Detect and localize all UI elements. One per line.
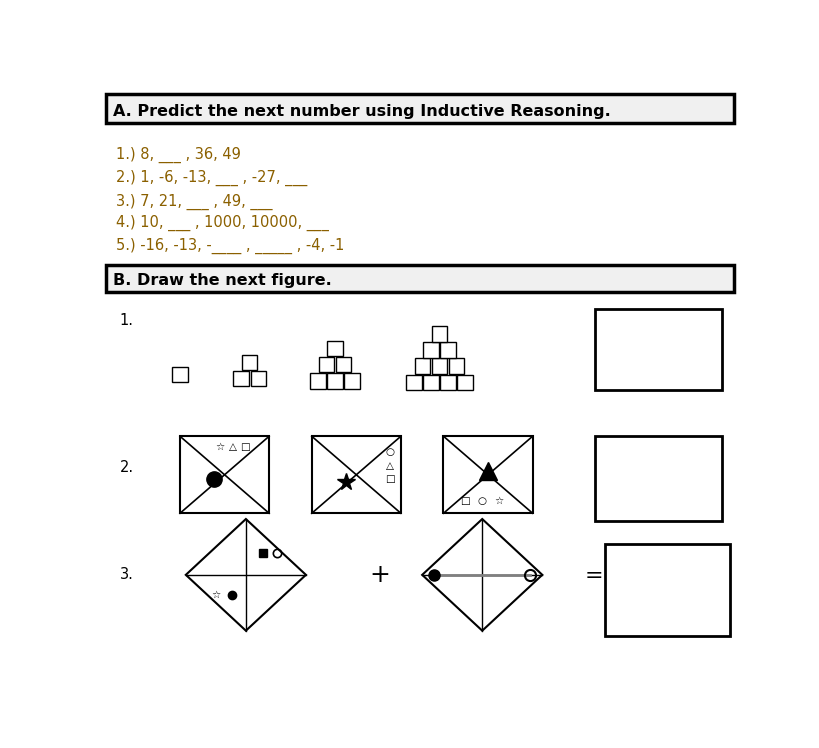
Bar: [432, 326, 447, 342]
Text: □: □: [459, 496, 469, 506]
Text: 1.: 1.: [120, 313, 133, 328]
Bar: [310, 373, 325, 388]
Text: ☆: ☆: [211, 590, 221, 600]
Text: 3.) 7, 21, ___ , 49, ___: 3.) 7, 21, ___ , 49, ___: [116, 193, 273, 209]
Bar: [448, 358, 464, 374]
Text: ☆: ☆: [494, 496, 504, 506]
Bar: [344, 373, 360, 388]
Bar: [594, 436, 722, 521]
Text: ○: ○: [477, 496, 486, 506]
Text: 2.: 2.: [120, 459, 133, 474]
Bar: [335, 357, 351, 373]
Text: □: □: [385, 474, 395, 485]
Bar: [251, 371, 265, 386]
Bar: [327, 341, 342, 356]
Polygon shape: [186, 519, 305, 631]
Text: +: +: [369, 562, 390, 587]
Text: 1.) 8, ___ , 36, 49: 1.) 8, ___ , 36, 49: [116, 147, 241, 163]
Text: =: =: [584, 566, 603, 586]
Text: △: △: [386, 461, 394, 470]
Polygon shape: [422, 519, 541, 631]
Text: 4.) 10, ___ , 1000, 10000, ___: 4.) 10, ___ , 1000, 10000, ___: [116, 215, 329, 231]
Text: 5.) -16, -13, -____ , _____ , -4, -1: 5.) -16, -13, -____ , _____ , -4, -1: [116, 238, 345, 254]
Bar: [432, 358, 447, 374]
Bar: [414, 358, 430, 374]
Bar: [106, 94, 733, 123]
Text: A. Predict the next number using Inductive Reasoning.: A. Predict the next number using Inducti…: [113, 104, 610, 119]
Bar: [443, 436, 532, 513]
Bar: [180, 436, 269, 513]
Bar: [106, 266, 733, 292]
Bar: [440, 375, 455, 390]
Text: 3.: 3.: [120, 568, 133, 583]
Text: ○: ○: [385, 447, 394, 457]
Bar: [594, 309, 722, 390]
Bar: [604, 544, 730, 637]
Text: 2.) 1, -6, -13, ___ , -27, ___: 2.) 1, -6, -13, ___ , -27, ___: [116, 171, 307, 186]
Bar: [311, 436, 400, 513]
Text: ☆: ☆: [215, 442, 224, 452]
Bar: [423, 375, 438, 390]
Text: B. Draw the next figure.: B. Draw the next figure.: [113, 273, 332, 288]
Text: △: △: [229, 442, 237, 452]
Bar: [172, 367, 188, 382]
Bar: [242, 355, 257, 370]
Bar: [319, 357, 334, 373]
Bar: [457, 375, 473, 390]
Bar: [423, 343, 438, 358]
Bar: [233, 371, 249, 386]
Bar: [440, 343, 455, 358]
Bar: [327, 373, 342, 388]
Bar: [405, 375, 421, 390]
Text: □: □: [240, 442, 250, 452]
